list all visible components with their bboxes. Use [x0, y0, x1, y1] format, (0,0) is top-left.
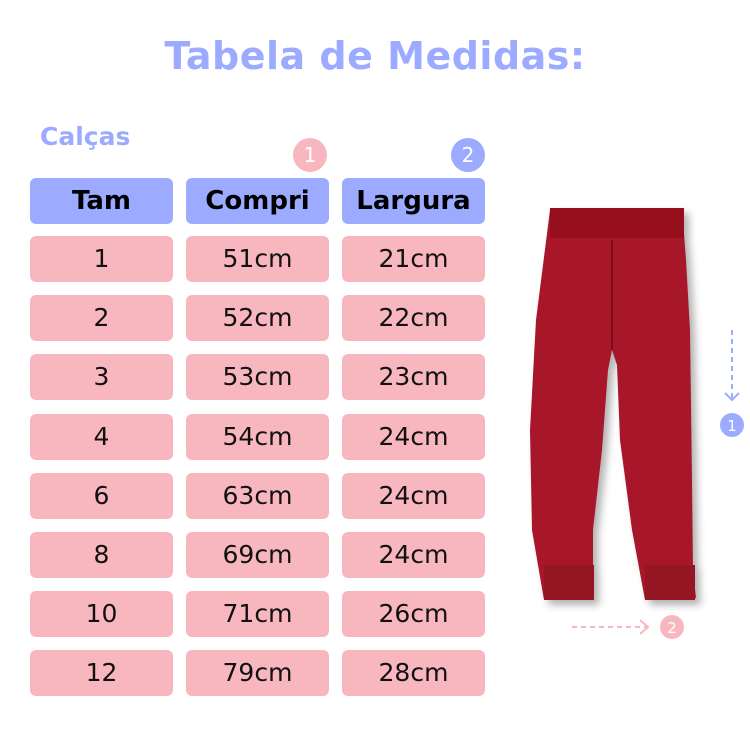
width-badge: 2: [451, 138, 485, 172]
cell-width: 23cm: [342, 354, 485, 401]
width-marker: 2: [667, 619, 677, 637]
cell-length: 51cm: [186, 236, 329, 282]
cell-size: 3: [30, 354, 173, 401]
cell-size: 12: [30, 650, 173, 697]
cell-width: 24cm: [342, 472, 485, 519]
cell-size: 10: [30, 591, 173, 638]
length-badge: 1: [293, 138, 327, 172]
cell-width: 28cm: [342, 650, 485, 697]
cell-size: 2: [30, 295, 173, 342]
cell-width: 22cm: [342, 295, 485, 342]
cell-width: 24cm: [342, 532, 485, 578]
cell-length: 63cm: [186, 472, 329, 519]
pants-image: 1 2: [530, 208, 744, 639]
cell-width: 24cm: [342, 413, 485, 460]
cell-length: 79cm: [186, 650, 329, 697]
header-length: Compri: [186, 178, 329, 224]
cell-size: 1: [30, 236, 173, 282]
cell-length: 53cm: [186, 354, 329, 401]
cell-size: 8: [30, 532, 173, 578]
header-size: Tam: [30, 178, 173, 224]
cell-width: 21cm: [342, 236, 485, 282]
cell-length: 54cm: [186, 413, 329, 460]
cell-size: 6: [30, 472, 173, 519]
cell-length: 69cm: [186, 532, 329, 578]
cell-length: 71cm: [186, 591, 329, 638]
cell-width: 26cm: [342, 591, 485, 638]
section-title: Calças: [40, 122, 131, 151]
page-title: Tabela de Medidas:: [164, 34, 586, 78]
length-marker: 1: [727, 417, 737, 435]
cell-size: 4: [30, 413, 173, 460]
cell-length: 52cm: [186, 295, 329, 342]
header-width: Largura: [342, 178, 485, 224]
